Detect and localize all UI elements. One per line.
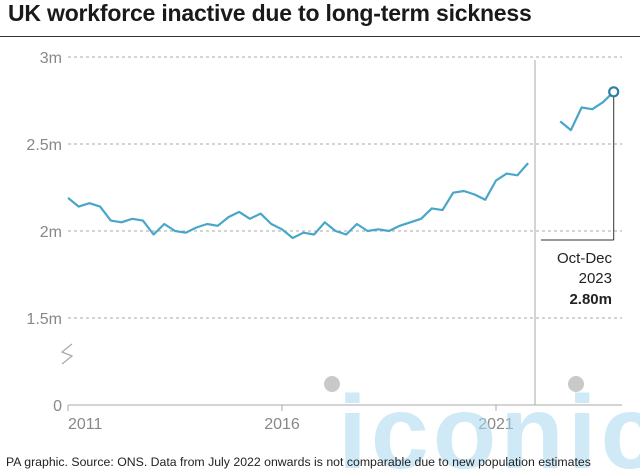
y-tick-label: 3m <box>40 50 62 67</box>
axis-break-mark <box>60 343 74 365</box>
watermark-dot-left <box>324 376 340 392</box>
y-tick-label: 0 <box>53 398 62 415</box>
x-tick-label: 2011 <box>68 416 103 433</box>
y-tick-label: 1.5m <box>26 311 62 328</box>
y-axis-labels: 0 1.5m 2m 2.5m 3m <box>26 50 62 415</box>
title-divider <box>0 36 640 37</box>
y-tick-label: 2m <box>40 224 62 241</box>
annotation-period: Oct-Dec <box>557 250 613 267</box>
x-axis-labels: 2011 2016 2021 <box>67 405 514 433</box>
annotation-year: 2023 <box>579 270 612 287</box>
latest-point-marker <box>608 86 620 98</box>
chart-title: UK workforce inactive due to long-term s… <box>8 0 532 26</box>
y-tick-label: 2.5m <box>26 137 62 154</box>
y-axis-break <box>60 343 74 365</box>
x-tick-label: 2016 <box>264 416 300 433</box>
gridlines <box>68 56 622 406</box>
series-line-2 <box>559 91 615 132</box>
watermark-text: iconic <box>338 375 640 474</box>
latest-annotation: Oct-Dec 2023 2.80m <box>541 86 620 308</box>
watermark-dot-right <box>568 376 584 392</box>
x-tick-label: 2021 <box>478 416 514 433</box>
series-line-1 <box>67 162 529 240</box>
data-series <box>67 91 615 240</box>
annotation-value: 2.80m <box>569 291 612 308</box>
source-note: PA graphic. Source: ONS. Data from July … <box>6 455 591 469</box>
watermark: iconic <box>324 375 640 474</box>
